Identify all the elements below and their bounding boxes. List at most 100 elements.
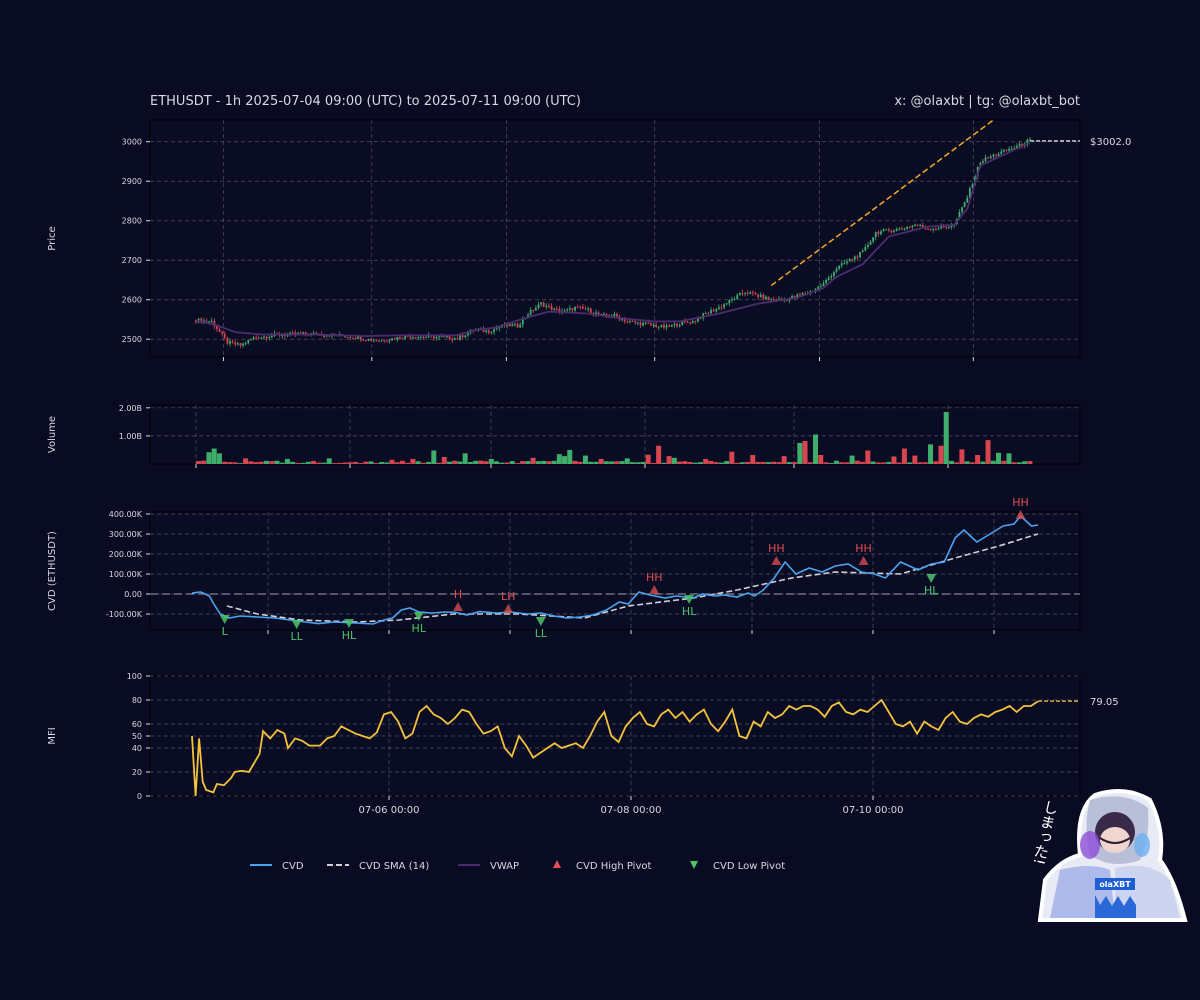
- volume-bar: [802, 440, 808, 464]
- candle-body: [819, 285, 822, 287]
- candle-body: [466, 332, 469, 336]
- candle-body: [542, 302, 545, 307]
- candle-body: [665, 325, 668, 328]
- y-tick-label: 60: [132, 720, 142, 729]
- candle-body: [804, 293, 807, 295]
- candle-body: [770, 299, 773, 301]
- volume-bar: [441, 456, 447, 464]
- candle-body: [234, 342, 237, 345]
- candle-body: [710, 310, 712, 314]
- candle-body: [527, 314, 529, 318]
- candle-body: [712, 310, 715, 312]
- candle-body: [393, 338, 396, 340]
- volume-bar: [786, 462, 792, 464]
- volume-bar: [520, 461, 526, 464]
- candle-body: [521, 318, 524, 325]
- candle-body: [236, 343, 239, 345]
- candle-body: [728, 299, 731, 304]
- volume-bar: [227, 462, 233, 464]
- volume-bar: [609, 461, 615, 464]
- candle-body: [934, 228, 937, 230]
- candle-body: [425, 336, 427, 338]
- y-axis-label: MFI: [47, 727, 58, 744]
- candle-body: [699, 318, 702, 320]
- candle-body: [302, 332, 305, 334]
- candle-body: [242, 343, 244, 346]
- volume-bar: [290, 461, 296, 464]
- candle-body: [903, 228, 906, 230]
- candle-body: [668, 325, 671, 327]
- candle-body: [558, 308, 561, 312]
- cvd-low-pivot: [219, 615, 230, 624]
- volume-bar: [687, 461, 693, 464]
- cvd-low-pivot: [413, 612, 424, 621]
- candle-body: [540, 302, 543, 305]
- cvd-panel: CVD (ETHUSDT) -100.00K 0.00 100.00K 200.00K 3…: [47, 496, 1081, 643]
- volume-bar: [556, 454, 562, 464]
- candle-body: [378, 341, 380, 343]
- panel-frame: [149, 404, 1081, 465]
- candle-body: [681, 321, 684, 326]
- candle-body: [419, 336, 422, 338]
- candle-body: [602, 313, 605, 315]
- volume-bar: [823, 462, 829, 464]
- volume-bar: [948, 460, 954, 464]
- candle-body: [574, 306, 577, 311]
- candle-body: [433, 335, 435, 339]
- volume-bar: [316, 462, 322, 464]
- candle-body: [736, 295, 739, 300]
- candle-body: [218, 329, 221, 332]
- volume-bar: [818, 455, 824, 464]
- volume-bar: [426, 461, 432, 464]
- volume-bar: [373, 463, 379, 464]
- pivot-label: H: [454, 588, 462, 601]
- volume-bar: [457, 461, 463, 464]
- candle-body: [733, 299, 736, 301]
- candle-body: [971, 184, 974, 188]
- candle-body: [864, 246, 867, 251]
- mfi-panel: MFI 0 20 40 50 60 80 100 07-06 00:00 07-08 00:00 0…: [47, 672, 1119, 816]
- mascot-caption: しまった!: [1029, 798, 1060, 866]
- volume-bar: [828, 463, 834, 464]
- candle-body: [372, 340, 375, 342]
- candle-body: [294, 332, 297, 335]
- candle-body: [657, 326, 660, 328]
- candle-body: [874, 232, 877, 238]
- candle-body: [221, 331, 224, 334]
- volume-bar: [901, 448, 907, 464]
- volume-bar: [629, 462, 635, 464]
- volume-bar: [321, 462, 327, 464]
- volume-bar: [839, 462, 845, 464]
- volume-bar: [494, 461, 500, 464]
- price-panel: Price 2500 2600 2700 2800 2900 3000 $3002.0: [47, 119, 1131, 361]
- volume-bar: [478, 460, 484, 464]
- volume-bar: [729, 451, 735, 464]
- candle-body: [529, 309, 532, 315]
- volume-bar: [969, 462, 975, 464]
- volume-bar: [875, 462, 881, 464]
- candle-body: [859, 251, 861, 258]
- candle-body: [987, 157, 990, 159]
- candle-body: [482, 328, 485, 332]
- pivot-label: HH: [855, 542, 872, 555]
- volume-bar: [588, 461, 594, 464]
- candle-body: [948, 226, 950, 228]
- candle-body: [239, 343, 242, 346]
- candle-body: [545, 305, 548, 307]
- candle-body: [229, 341, 231, 344]
- candle-body: [532, 309, 535, 311]
- volume-bar: [483, 461, 489, 464]
- candle-body: [195, 320, 197, 323]
- candle-body: [1018, 143, 1021, 147]
- candle-body: [992, 154, 995, 157]
- candle-body: [833, 271, 835, 276]
- candle-body: [895, 228, 898, 231]
- y-axis-label: CVD (ETHUSDT): [47, 531, 58, 611]
- cvd-high-pivot: [771, 556, 782, 565]
- candle-body: [537, 304, 540, 308]
- y-tick-label: 2.00B: [119, 404, 142, 413]
- candle-body: [247, 340, 250, 344]
- candle-body: [351, 337, 354, 339]
- candle-body: [757, 294, 760, 297]
- volume-bar: [582, 455, 588, 464]
